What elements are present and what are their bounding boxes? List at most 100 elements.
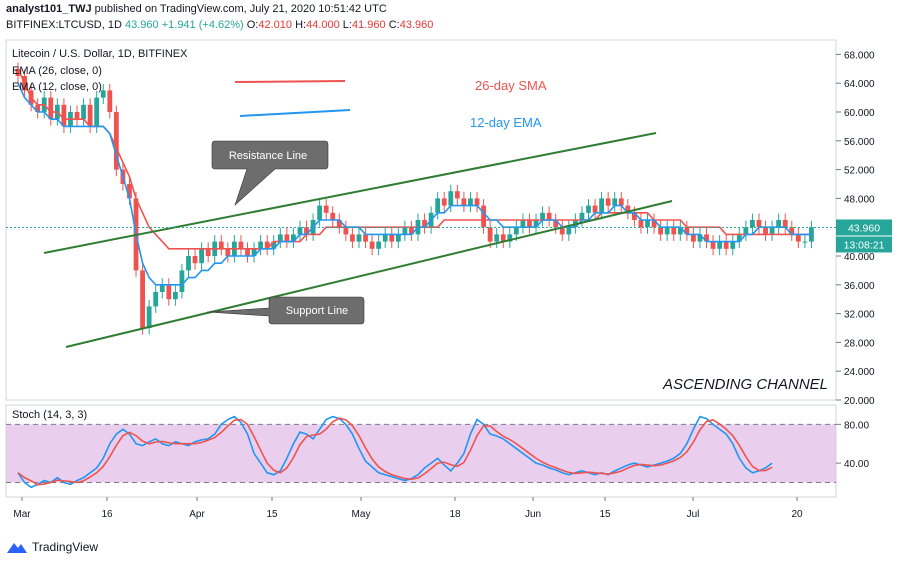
candle-body [736, 234, 742, 242]
candle-body [710, 241, 716, 249]
candle-body [448, 191, 454, 206]
candle-body [474, 198, 480, 206]
x-tick-label: Jun [525, 509, 541, 520]
candle-body [664, 227, 670, 235]
candle-body [15, 68, 21, 76]
candle-body [356, 234, 362, 242]
candle-body [304, 227, 309, 235]
candle-body [487, 227, 493, 242]
candle-body [743, 227, 749, 235]
candle-body [153, 292, 159, 307]
brand-name[interactable]: TradingView [32, 540, 99, 554]
candle-body [140, 270, 145, 328]
candle-body [782, 220, 788, 228]
candle-body [317, 205, 323, 220]
candle-body [35, 104, 41, 112]
sma-annotation: 26-day SMA [475, 78, 547, 93]
high-value: 44.000 [306, 19, 340, 31]
candle-body [258, 241, 264, 249]
x-tick-label: 15 [599, 509, 611, 520]
candle-body [422, 220, 427, 228]
candle-body [107, 90, 113, 112]
candle-body [671, 227, 677, 235]
candle-body [769, 227, 775, 235]
candle-body [631, 212, 637, 220]
price-tick-label: 36.000 [844, 281, 875, 292]
candle-body [245, 248, 250, 256]
low-label: L: [342, 19, 352, 31]
candle-body [527, 220, 532, 228]
countdown-badge-bg [836, 236, 892, 253]
candle-body [802, 241, 808, 243]
author-name[interactable]: analyst101_TWJ [6, 3, 92, 15]
candle-body [146, 306, 152, 328]
last-price: 43.960 [125, 19, 159, 31]
low-value: 41.960 [351, 19, 386, 31]
ema12-legend: EMA (12, close, 0) [12, 81, 102, 93]
x-tick-label: Jul [687, 509, 700, 520]
x-tick-label: 16 [101, 509, 113, 520]
resistance-callout-label: Resistance Line [229, 150, 307, 162]
candle-body [186, 256, 191, 271]
candle-body [697, 234, 703, 242]
candle-body [592, 205, 598, 213]
x-tick-label: 18 [449, 509, 461, 520]
sma-legend-swatch [234, 80, 346, 83]
candle-body [756, 220, 762, 228]
candle-body [795, 234, 801, 242]
candle-body [74, 112, 80, 120]
x-tick-label: 15 [266, 509, 278, 520]
x-tick-label: 20 [791, 509, 803, 520]
channel-label: ASCENDING CHANNEL [662, 376, 828, 393]
candle-body [363, 234, 368, 242]
candle-body [369, 241, 375, 249]
candle-body [454, 191, 460, 199]
candle-body [717, 241, 723, 249]
candle-body [625, 205, 631, 213]
support-callout [206, 296, 365, 325]
candle-body [691, 234, 696, 242]
chart-canvas[interactable]: 68.000 64.000 60.000 56.000 52.000 48.000 44.0… [0, 0, 900, 538]
stoch-d-line [17, 417, 773, 486]
candle-body [520, 220, 526, 228]
x-tick-label: May [352, 509, 371, 520]
candle-body [789, 227, 795, 235]
candle-body [291, 234, 296, 242]
candle-body [658, 227, 664, 235]
candle-body [409, 227, 414, 235]
candle-body [579, 212, 585, 220]
candle-body [704, 234, 709, 242]
resistance-line [43, 132, 657, 254]
candle-body [323, 205, 329, 213]
candle-body [251, 248, 257, 256]
candle-body [513, 227, 519, 235]
support-callout-label: Support Line [286, 305, 348, 317]
candle-body [507, 234, 513, 242]
ema-annotation: 12-day EMA [470, 115, 542, 130]
tradingview-logo-icon [7, 543, 27, 553]
candle-body [638, 220, 644, 228]
candle-body [48, 97, 54, 120]
candle-body [395, 234, 401, 242]
price-tick-label: 40.000 [844, 252, 875, 263]
candle-body [336, 220, 342, 228]
candle-body [389, 234, 395, 242]
candle-body [100, 90, 106, 98]
candle-body [586, 205, 591, 213]
price-tick-label: 64.000 [844, 79, 875, 90]
symbol-line: BITFINEX:LTCUSD, 1D 43.960 +1.941 (+4.62… [6, 19, 433, 31]
high-label: H: [295, 19, 307, 31]
candle-body [599, 198, 605, 213]
x-tick-label: Mar [13, 509, 31, 520]
price-tick-label: 56.000 [844, 137, 875, 148]
candle-body [330, 212, 336, 220]
candle-body [87, 104, 93, 127]
support-line [65, 200, 673, 348]
candle-body [271, 241, 277, 249]
price-tick-label: 68.000 [844, 50, 875, 61]
stoch-legend: Stoch (14, 3, 3) [12, 409, 87, 421]
open-label: O: [246, 19, 259, 31]
candle-body [192, 256, 198, 264]
price-tick-label: 28.000 [844, 338, 875, 349]
candle-body [238, 241, 244, 249]
